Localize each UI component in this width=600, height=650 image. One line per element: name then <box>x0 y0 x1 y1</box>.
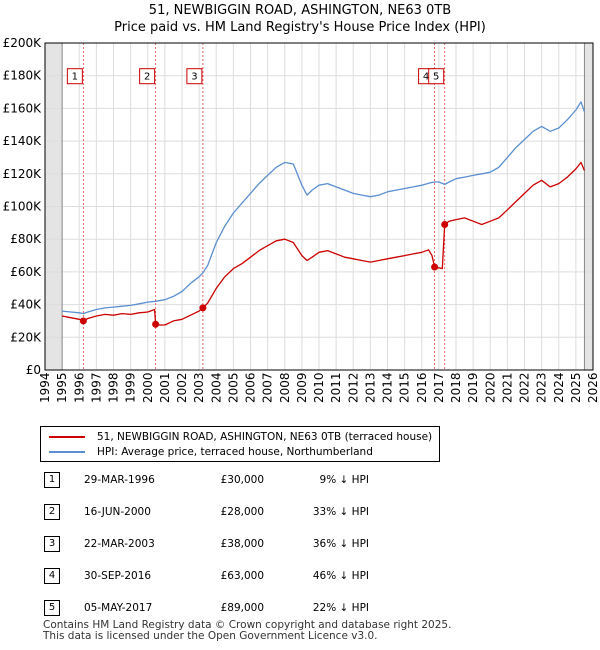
chart-title-line1: 51, NEWBIGGIN ROAD, ASHINGTON, NE63 0TB <box>148 3 452 18</box>
y-tick-label: £80K <box>10 232 42 246</box>
x-tick-label: 2003 <box>192 372 206 403</box>
sale-price: £63,000 <box>220 570 264 582</box>
x-tick-label: 2000 <box>141 372 155 403</box>
sale-date: 30-SEP-2016 <box>84 570 152 582</box>
sale-number: 3 <box>44 536 60 552</box>
sale-row: 4 30-SEP-2016 £63,000 46% ↓ HPI <box>44 568 600 584</box>
x-tick-label: 2004 <box>209 372 223 403</box>
sale-price: £38,000 <box>220 538 264 550</box>
hpi-line <box>62 101 586 315</box>
sale-price: £30,000 <box>220 474 264 486</box>
sale-3-point <box>199 304 207 312</box>
x-tick-label: 2007 <box>261 372 275 403</box>
sale-5-label-box <box>428 68 445 85</box>
sale-2-label: 2 <box>144 72 150 83</box>
chart-title-line2: Price paid vs. HM Land Registry's House … <box>114 20 486 35</box>
y-tick-label: £100K <box>3 200 43 214</box>
x-tick-label: 2016 <box>415 372 429 403</box>
y-tick-label: £180K <box>3 69 43 83</box>
chart-legend: 51, NEWBIGGIN ROAD, ASHINGTON, NE63 0TB … <box>40 426 440 462</box>
x-tick-label: 2019 <box>466 372 480 403</box>
x-tick-label: 1995 <box>55 372 69 403</box>
x-tick-label: 2017 <box>432 372 446 403</box>
legend-hpi: HPI: Average price, terraced house, Nort… <box>49 445 373 459</box>
footer-copyright: Contains HM Land Registry data © Crown c… <box>43 619 452 631</box>
x-tick-label: 2015 <box>398 372 412 403</box>
sale-5-point <box>441 220 449 228</box>
sale-row: 2 16-JUN-2000 £28,000 33% ↓ HPI <box>44 504 600 520</box>
x-tick-label: 2005 <box>226 372 240 403</box>
y-tick-label: £200K <box>3 36 43 50</box>
legend-property-label: 51, NEWBIGGIN ROAD, ASHINGTON, NE63 0TB … <box>97 431 433 443</box>
legend-hpi-label: HPI: Average price, terraced house, Nort… <box>97 446 373 458</box>
sale-number: 4 <box>44 568 60 584</box>
x-tick-label: 2023 <box>535 372 549 403</box>
sale-1-label-box <box>66 68 83 85</box>
sale-hpi-diff: 33% ↓ HPI <box>312 506 369 518</box>
x-tick-label: 1994 <box>38 372 52 403</box>
sale-2-label-box <box>139 68 156 85</box>
sale-price: £89,000 <box>220 602 264 614</box>
sale-date: 29-MAR-1996 <box>84 474 155 486</box>
property-price-line <box>61 161 585 326</box>
sale-4-label: 4 <box>423 72 429 83</box>
x-tick-label: 1996 <box>72 372 86 403</box>
x-tick-label: 2013 <box>363 372 377 403</box>
sale-number: 2 <box>44 504 60 520</box>
sale-number: 5 <box>44 600 60 616</box>
x-tick-label: 2022 <box>518 372 532 403</box>
sale-3-label: 3 <box>191 72 197 83</box>
sale-row: 3 22-MAR-2003 £38,000 36% ↓ HPI <box>44 536 600 552</box>
x-tick-label: 2014 <box>381 372 395 403</box>
plot-frame <box>44 42 594 371</box>
y-tick-label: £140K <box>3 134 43 148</box>
sale-price: £28,000 <box>220 506 264 518</box>
sale-hpi-diff: 22% ↓ HPI <box>312 602 369 614</box>
sale-1-point <box>79 317 87 325</box>
x-tick-label: 2011 <box>329 372 343 403</box>
legend-hpi-swatch <box>49 451 85 453</box>
legend-property-swatch <box>49 436 85 438</box>
y-tick-label: £40K <box>10 298 42 312</box>
x-tick-label: 2020 <box>483 372 497 403</box>
x-tick-label: 2026 <box>586 372 600 403</box>
x-tick-label: 1998 <box>107 372 121 403</box>
sale-date: 05-MAY-2017 <box>84 602 153 614</box>
sale-row: 1 29-MAR-1996 £30,000 9% ↓ HPI <box>44 472 600 488</box>
sale-number: 1 <box>44 472 60 488</box>
sale-hpi-diff: 36% ↓ HPI <box>312 538 369 550</box>
sale-4-point <box>431 263 439 271</box>
sale-hpi-diff: 9% ↓ HPI <box>319 474 369 486</box>
sale-hpi-diff: 46% ↓ HPI <box>312 570 369 582</box>
x-tick-label: 2008 <box>278 372 292 403</box>
footer-licence: This data is licensed under the Open Gov… <box>43 630 378 642</box>
x-tick-label: 2010 <box>312 372 326 403</box>
footer: Contains HM Land Registry data © Crown c… <box>43 620 451 642</box>
x-tick-label: 2024 <box>552 372 566 403</box>
y-tick-label: £0 <box>26 363 41 377</box>
y-tick-label: £20K <box>10 330 42 344</box>
sale-5-label: 5 <box>433 72 439 83</box>
x-tick-label: 2025 <box>569 372 583 403</box>
price-chart: 1 2 3 4 5 £0 £20K £40K £60K £80K £100K £120K £140K £1… <box>3 36 600 403</box>
x-tick-label: 2006 <box>244 372 258 403</box>
x-tick-label: 2001 <box>158 372 172 403</box>
y-tick-label: £120K <box>3 167 43 181</box>
x-tick-label: 2021 <box>500 372 514 403</box>
x-tick-label: 2002 <box>175 372 189 403</box>
x-tick-label: 1997 <box>89 372 103 403</box>
x-tick-label: 1999 <box>124 372 138 403</box>
sale-1-label: 1 <box>72 72 78 83</box>
sale-date: 16-JUN-2000 <box>84 506 151 518</box>
x-tick-label: 2009 <box>295 372 309 403</box>
sale-3-label-box <box>186 68 203 85</box>
sale-row: 5 05-MAY-2017 £89,000 22% ↓ HPI <box>44 600 600 616</box>
sale-date: 22-MAR-2003 <box>84 538 155 550</box>
legend-property: 51, NEWBIGGIN ROAD, ASHINGTON, NE63 0TB … <box>49 430 432 444</box>
y-tick-label: £160K <box>3 101 43 115</box>
sale-2-point <box>152 320 160 328</box>
y-tick-label: £60K <box>10 265 42 279</box>
x-tick-label: 2012 <box>346 372 360 403</box>
x-tick-label: 2018 <box>449 372 463 403</box>
